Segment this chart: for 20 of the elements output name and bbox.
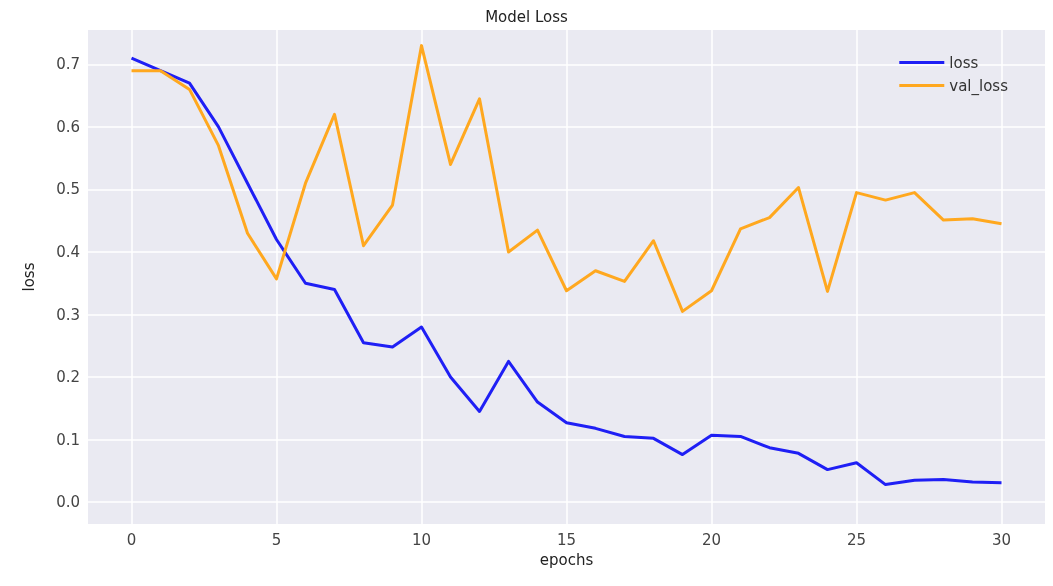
y-tick-label: 0.4 [56,242,80,261]
chart-title: Model Loss [485,7,569,26]
x-tick-label: 20 [701,530,722,549]
x-axis-title: epochs [539,550,594,569]
y-tick-label: 0.7 [56,55,80,74]
y-tick-label: 0.3 [56,305,80,324]
x-tick-label: 0 [126,530,137,549]
y-tick-label: 0.6 [56,117,80,136]
x-tick-label: 5 [271,530,282,549]
y-tick-label: 0.2 [56,368,80,387]
y-tick-label: 0.0 [56,493,80,512]
legend-label: loss [949,53,979,72]
x-tick-label: 10 [411,530,432,549]
x-tick-label: 25 [846,530,867,549]
x-tick-label: 30 [991,530,1012,549]
y-axis-title: loss [19,262,38,292]
legend-label: val_loss [949,76,1009,96]
y-tick-label: 0.1 [56,430,80,449]
y-tick-label: 0.5 [56,180,80,199]
x-tick-label: 15 [556,530,577,549]
